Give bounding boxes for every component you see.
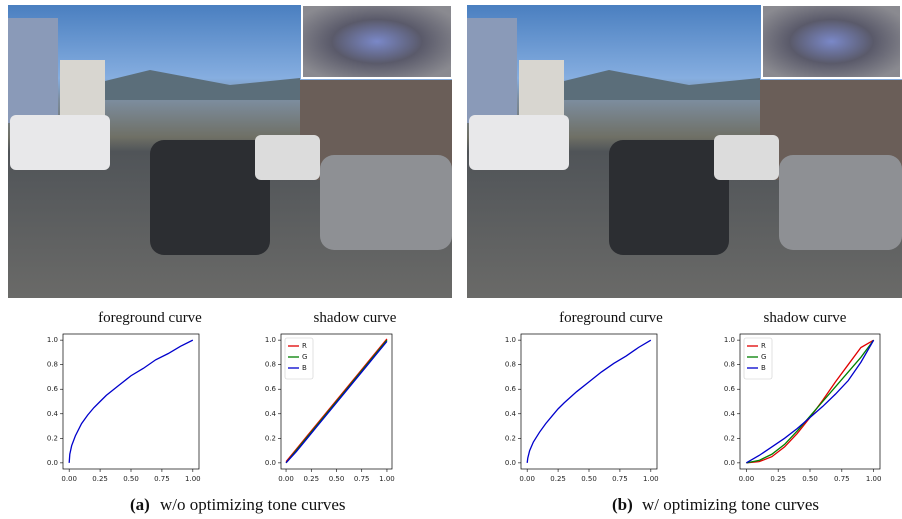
chart-title: shadow curve [764,310,847,326]
y-tick-label: 1.0 [505,336,516,344]
y-tick-label: 1.0 [724,336,735,344]
plot: shadow curve 0.00 0.25 0.50 0.75 1.00 0.0 0.2 0.… [724,310,882,483]
legend-box [285,338,313,379]
x-tick-label: 0.25 [770,475,786,483]
y-tick-label: 1.0 [47,336,58,344]
legend-label: G [302,353,307,361]
y-tick-label: 0.6 [265,385,277,393]
photo-b [467,5,902,298]
x-tick-label: 0.75 [612,475,628,483]
curve [69,340,193,463]
x-tick-label: 1.00 [379,475,395,483]
legend-label: R [302,342,307,350]
caption-label: (a) [130,495,150,514]
y-tick-label: 0.8 [265,361,276,369]
y-tick-label: 0.4 [724,410,736,418]
chart-title: foreground curve [98,310,202,326]
x-tick-label: 0.50 [581,475,597,483]
y-tick-label: 0.4 [47,410,59,418]
x-tick-label: 0.00 [739,475,755,483]
plot: foreground curve 0.00 0.25 0.50 0.75 1.00 0.0 0… [505,310,663,483]
y-tick-label: 0.8 [47,361,58,369]
chart-title: foreground curve [559,310,663,326]
y-tick-label: 0.8 [505,361,516,369]
y-tick-label: 0.0 [47,459,58,467]
legend-box [744,338,772,379]
curve [527,340,651,463]
x-tick-label: 0.75 [154,475,170,483]
x-tick-label: 0.50 [123,475,139,483]
x-tick-label: 1.00 [185,475,201,483]
x-tick-label: 0.25 [303,475,319,483]
axes-frame [63,334,199,469]
caption-label: (b) [612,495,633,514]
x-tick-label: 0.25 [92,475,108,483]
y-tick-label: 0.6 [47,385,59,393]
y-tick-label: 0.0 [724,459,735,467]
y-tick-label: 0.4 [505,410,517,418]
y-tick-label: 0.0 [505,459,516,467]
caption-a: (a) w/o optimizing tone curves [130,495,346,514]
x-tick-label: 0.00 [519,475,535,483]
x-tick-label: 1.00 [866,475,882,483]
y-tick-label: 1.0 [265,336,276,344]
y-tick-label: 0.8 [724,361,735,369]
y-tick-label: 0.2 [505,434,516,442]
x-tick-label: 0.75 [834,475,850,483]
legend-label: B [761,364,766,372]
y-tick-label: 0.6 [724,385,736,393]
photo-a [8,5,452,298]
legend-label: B [302,364,307,372]
legend-label: R [761,342,766,350]
legend-label: G [761,353,766,361]
caption-text: w/ optimizing tone curves [642,495,819,514]
x-tick-label: 0.00 [61,475,77,483]
y-tick-label: 0.2 [265,434,276,442]
y-tick-label: 0.2 [724,434,735,442]
plot: shadow curve 0.00 0.25 0.50 0.75 1.00 0.0 0.2 0.… [265,310,397,483]
axes-frame [521,334,657,469]
figure: (a) w/o optimizing tone curves (b) w/ op… [0,0,902,519]
x-tick-label: 0.25 [550,475,566,483]
y-tick-label: 0.2 [47,434,58,442]
chart-title: shadow curve [314,310,397,326]
caption-b: (b) w/ optimizing tone curves [612,495,819,514]
y-tick-label: 0.0 [265,459,276,467]
x-tick-label: 0.00 [278,475,294,483]
x-tick-label: 0.50 [802,475,818,483]
x-tick-label: 1.00 [643,475,659,483]
plot: foreground curve 0.00 0.25 0.50 0.75 1.00 0.0 0… [47,310,202,483]
x-tick-label: 0.50 [329,475,345,483]
y-tick-label: 0.4 [265,410,277,418]
x-tick-label: 0.75 [354,475,370,483]
caption-text: w/o optimizing tone curves [160,495,346,514]
y-tick-label: 0.6 [505,385,517,393]
